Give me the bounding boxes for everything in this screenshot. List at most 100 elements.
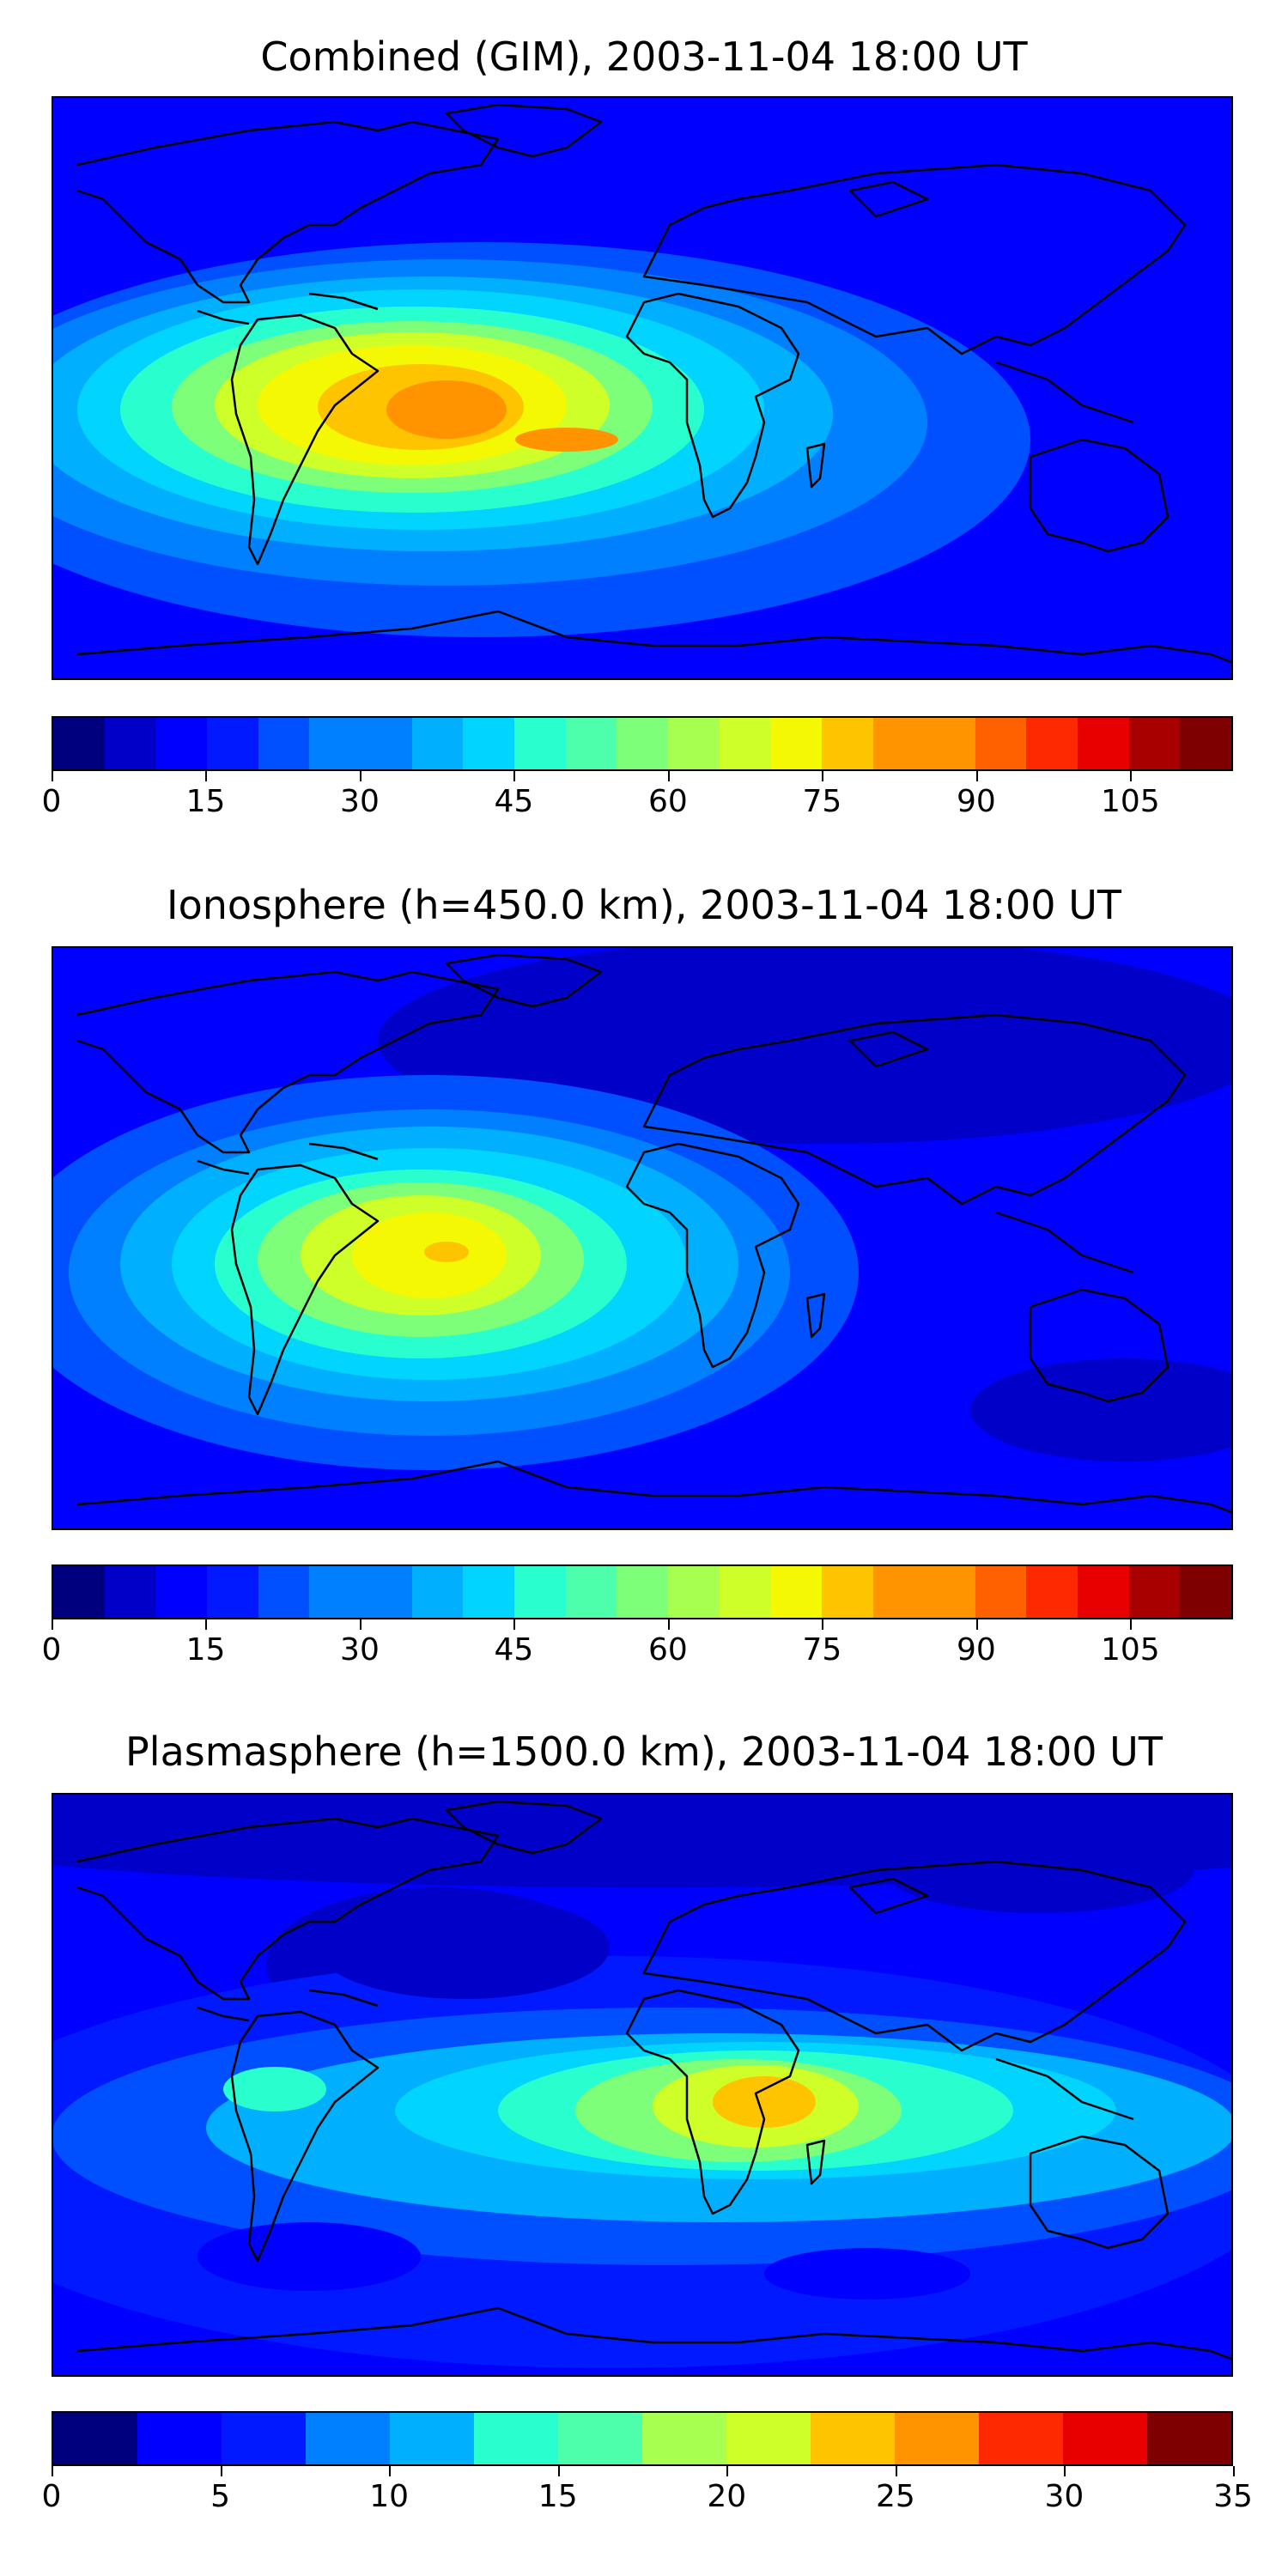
colorbar-level — [306, 2413, 390, 2464]
colorbar-level — [1147, 2413, 1231, 2464]
colorbar-level — [463, 1566, 514, 1618]
colorbar-tick-mark — [1233, 2466, 1235, 2476]
colorbar-tick-label: 30 — [1044, 2479, 1084, 2514]
panel-2-map — [52, 946, 1233, 1530]
colorbar-level — [137, 2413, 222, 2464]
colorbar-tick-mark — [975, 1619, 978, 1630]
colorbar-level — [811, 2413, 895, 2464]
colorbar-level — [975, 718, 1027, 769]
colorbar-tick-label: 30 — [340, 1632, 380, 1668]
colorbar-level — [309, 718, 361, 769]
colorbar-level — [309, 1566, 361, 1618]
colorbar-level — [1026, 1566, 1078, 1618]
colorbar-level — [617, 1566, 668, 1618]
colorbar-tick-label: 30 — [340, 784, 380, 819]
colorbar-tick-label: 90 — [956, 1632, 996, 1668]
colorbar-level — [1128, 1566, 1181, 1618]
colorbar-tick-label: 0 — [41, 2479, 62, 2514]
colorbar-level — [821, 1566, 873, 1618]
colorbar-level — [924, 718, 975, 769]
colorbar-level — [872, 1566, 925, 1618]
colorbar-strip — [52, 716, 1233, 771]
colorbar-level — [979, 2413, 1063, 2464]
colorbar-level — [565, 718, 617, 769]
colorbar-level — [895, 2413, 979, 2464]
colorbar-level — [104, 718, 156, 769]
colorbar-tick-label: 0 — [41, 1632, 62, 1668]
colorbar-strip — [52, 1564, 1233, 1619]
colorbar-tick-label: 20 — [707, 2479, 747, 2514]
colorbar-level — [53, 2413, 137, 2464]
colorbar-tick-mark — [52, 2466, 53, 2476]
panel-2-colorbar: 0 15 30 45 60 75 90 105 — [42, 1564, 1233, 1668]
panel-3-title: Plasmasphere (h=1500.0 km), 2003-11-04 1… — [125, 1728, 1163, 1775]
colorbar-level — [474, 2413, 558, 2464]
colorbar-tick-mark — [1064, 2466, 1066, 2476]
colorbar-tick-mark — [1130, 1619, 1133, 1630]
colorbar-level — [565, 1566, 617, 1618]
colorbar-tick-mark — [557, 2466, 560, 2476]
colorbar-level — [360, 718, 412, 769]
colorbar-tick-label: 35 — [1213, 2479, 1253, 2514]
colorbar-tick-label: 105 — [1100, 784, 1160, 819]
colorbar-tick-label: 45 — [494, 784, 534, 819]
colorbar-tick-mark — [389, 2466, 392, 2476]
colorbar-tick-mark — [513, 1619, 516, 1630]
colorbar-tick-label: 10 — [369, 2479, 410, 2514]
colorbar-level — [1180, 1566, 1232, 1618]
colorbar-level — [726, 2413, 811, 2464]
colorbar-tick-mark — [667, 771, 670, 781]
colorbar-strip — [52, 2411, 1233, 2466]
colorbar-tick-mark — [1130, 771, 1133, 781]
colorbar-tick-mark — [895, 2466, 897, 2476]
colorbar-tick-mark — [52, 1619, 53, 1630]
colorbar-level — [1026, 718, 1078, 769]
colorbar-level — [513, 1566, 566, 1618]
colorbar-level — [872, 718, 925, 769]
colorbar-level — [360, 1566, 412, 1618]
colorbar-level — [642, 2413, 726, 2464]
panel-1-map — [52, 96, 1233, 680]
colorbar-level — [617, 718, 668, 769]
colorbar-level — [463, 718, 514, 769]
colorbar-level — [1128, 718, 1181, 769]
colorbar-tick-label: 0 — [41, 784, 62, 819]
colorbar-level — [770, 1566, 822, 1618]
colorbar-tick-label: 60 — [648, 784, 688, 819]
colorbar-tick-label: 75 — [802, 784, 842, 819]
colorbar-level — [821, 718, 873, 769]
colorbar-level — [53, 718, 105, 769]
colorbar-level — [924, 1566, 975, 1618]
colorbar-level — [719, 718, 771, 769]
colorbar-tick-mark — [513, 771, 516, 781]
colorbar-level — [719, 1566, 771, 1618]
colorbar-tick-mark — [205, 771, 208, 781]
colorbar-tick-label: 90 — [956, 784, 996, 819]
colorbar-level — [222, 2413, 306, 2464]
panel-1-title: Combined (GIM), 2003-11-04 18:00 UT — [260, 33, 1028, 80]
colorbar-level — [258, 718, 310, 769]
colorbar-level — [411, 1566, 464, 1618]
colorbar-tick-label: 15 — [538, 2479, 578, 2514]
colorbar-level — [1180, 718, 1232, 769]
panel-2-title: Ionosphere (h=450.0 km), 2003-11-04 18:0… — [167, 882, 1121, 928]
colorbar-tick-mark — [667, 1619, 670, 1630]
colorbar-level — [390, 2413, 474, 2464]
colorbar-tick-label: 75 — [802, 1632, 842, 1668]
colorbar-level — [104, 1566, 156, 1618]
colorbar-level — [513, 718, 566, 769]
colorbar-tick-label: 45 — [494, 1632, 534, 1668]
colorbar-level — [1078, 718, 1129, 769]
colorbar-tick-mark — [220, 2466, 222, 2476]
colorbar-tick-mark — [205, 1619, 208, 1630]
colorbar-level — [1078, 1566, 1129, 1618]
colorbar-tick-label: 5 — [210, 2479, 231, 2514]
colorbar-tick-mark — [359, 1619, 361, 1630]
colorbar-level — [206, 1566, 258, 1618]
colorbar-tick-label: 105 — [1100, 1632, 1160, 1668]
colorbar-level — [53, 1566, 105, 1618]
colorbar-tick-label: 15 — [185, 784, 226, 819]
colorbar-tick-label: 25 — [875, 2479, 915, 2514]
colorbar-tick-mark — [359, 771, 361, 781]
colorbar-level — [1063, 2413, 1147, 2464]
